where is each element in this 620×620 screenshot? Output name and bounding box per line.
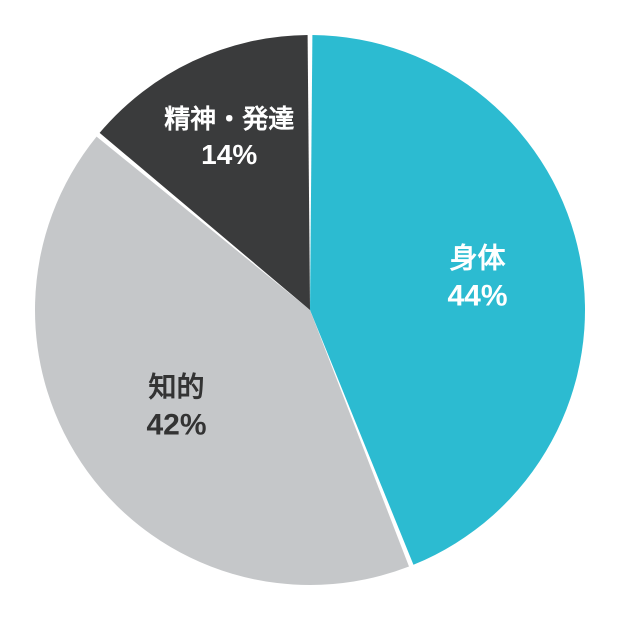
- pie-label-pct: 44%: [447, 277, 507, 316]
- pie-label-intellectual: 知的42%: [146, 369, 206, 444]
- pie-label-pct: 14%: [164, 137, 294, 173]
- pie-label-mental-dev: 精神・発達14%: [164, 103, 294, 173]
- pie-chart: 身体44% 知的42% 精神・発達14%: [30, 30, 590, 590]
- pie-label-title: 身体: [447, 240, 507, 276]
- pie-label-title: 知的: [146, 369, 206, 405]
- pie-label-physical: 身体44%: [447, 240, 507, 315]
- pie-label-title: 精神・発達: [164, 103, 294, 137]
- pie-label-pct: 42%: [146, 406, 206, 445]
